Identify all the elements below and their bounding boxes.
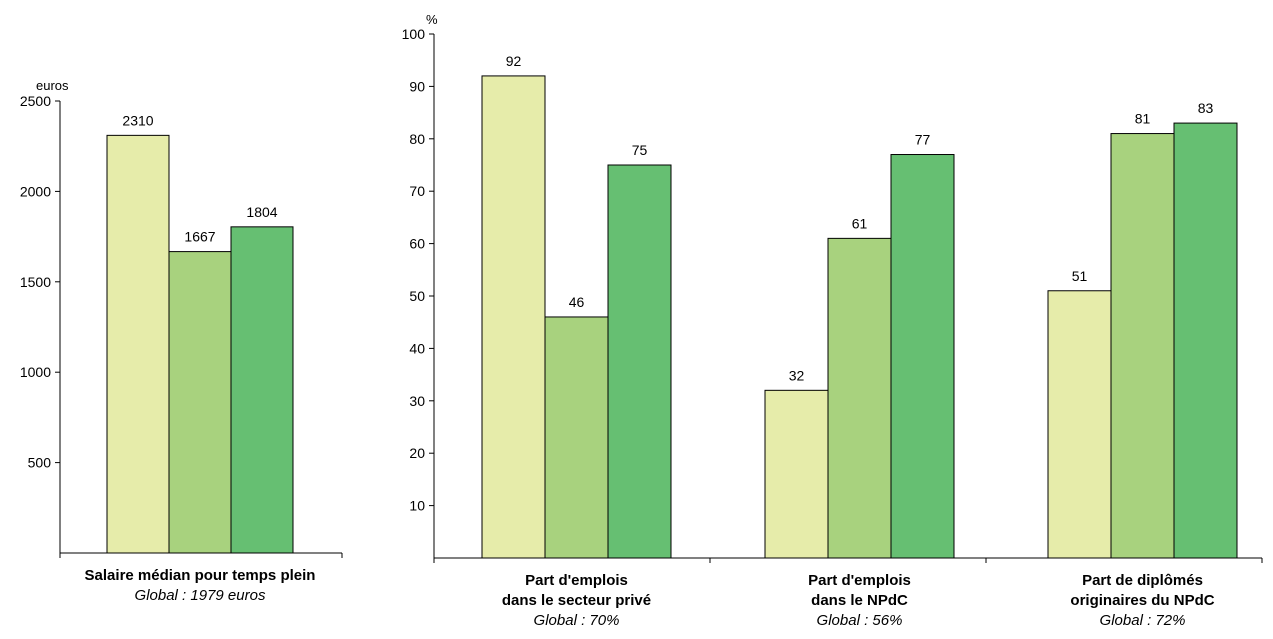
y-tick-label: 70 (409, 183, 425, 199)
y-tick-label: 80 (409, 131, 425, 147)
category-label: Part d'emplois (808, 572, 911, 589)
bar (481, 75, 546, 559)
y-tick-label: 90 (409, 78, 425, 94)
bar (106, 134, 170, 554)
category-label: dans le secteur privé (502, 592, 651, 609)
data-label: 77 (915, 132, 931, 148)
y-tick-label: 40 (409, 340, 425, 356)
y-tick-label: 60 (409, 236, 425, 252)
category-label: dans le NPdC (811, 592, 908, 609)
category-global-note: Global : 1979 euros (135, 587, 266, 604)
bar (544, 316, 609, 559)
y-unit-label-2: % (426, 12, 438, 27)
data-label: 46 (569, 294, 585, 310)
bar (827, 237, 892, 559)
bar (607, 164, 672, 559)
data-label: 2310 (122, 112, 153, 128)
bar (764, 389, 829, 559)
category-label: Part de diplômés (1082, 572, 1203, 589)
y-tick-label: 10 (409, 498, 425, 514)
y-tick-label: 30 (409, 393, 425, 409)
category-label: Part d'emplois (525, 572, 628, 589)
category-label: Salaire médian pour temps plein (85, 567, 316, 584)
bar (230, 226, 294, 554)
data-label: 81 (1135, 111, 1151, 127)
category-global-note: Global : 72% (1100, 612, 1186, 629)
y-tick-label: 50 (409, 288, 425, 304)
data-label: 92 (506, 53, 522, 69)
data-label: 51 (1072, 268, 1088, 284)
y-unit-label-1: euros (36, 78, 69, 93)
bar (1110, 133, 1175, 559)
y-tick-label: 1500 (20, 274, 51, 290)
y-tick-label: 2500 (20, 93, 51, 109)
data-label: 83 (1198, 100, 1214, 116)
data-label: 32 (789, 367, 805, 383)
category-global-note: Global : 70% (534, 612, 620, 629)
y-tick-label: 500 (28, 455, 52, 471)
y-tick-label: 100 (402, 26, 426, 42)
category-label: originaires du NPdC (1070, 592, 1214, 609)
y-tick-label: 2000 (20, 183, 51, 199)
y-tick-label: 20 (409, 445, 425, 461)
data-label: 1667 (184, 229, 215, 245)
data-label: 75 (632, 142, 648, 158)
category-global-note: Global : 56% (817, 612, 903, 629)
bar (1173, 122, 1238, 559)
bar (1047, 290, 1112, 559)
bar (168, 251, 232, 554)
data-label: 1804 (246, 204, 277, 220)
bar (890, 154, 955, 559)
y-tick-label: 1000 (20, 364, 51, 380)
data-label: 61 (852, 215, 868, 231)
